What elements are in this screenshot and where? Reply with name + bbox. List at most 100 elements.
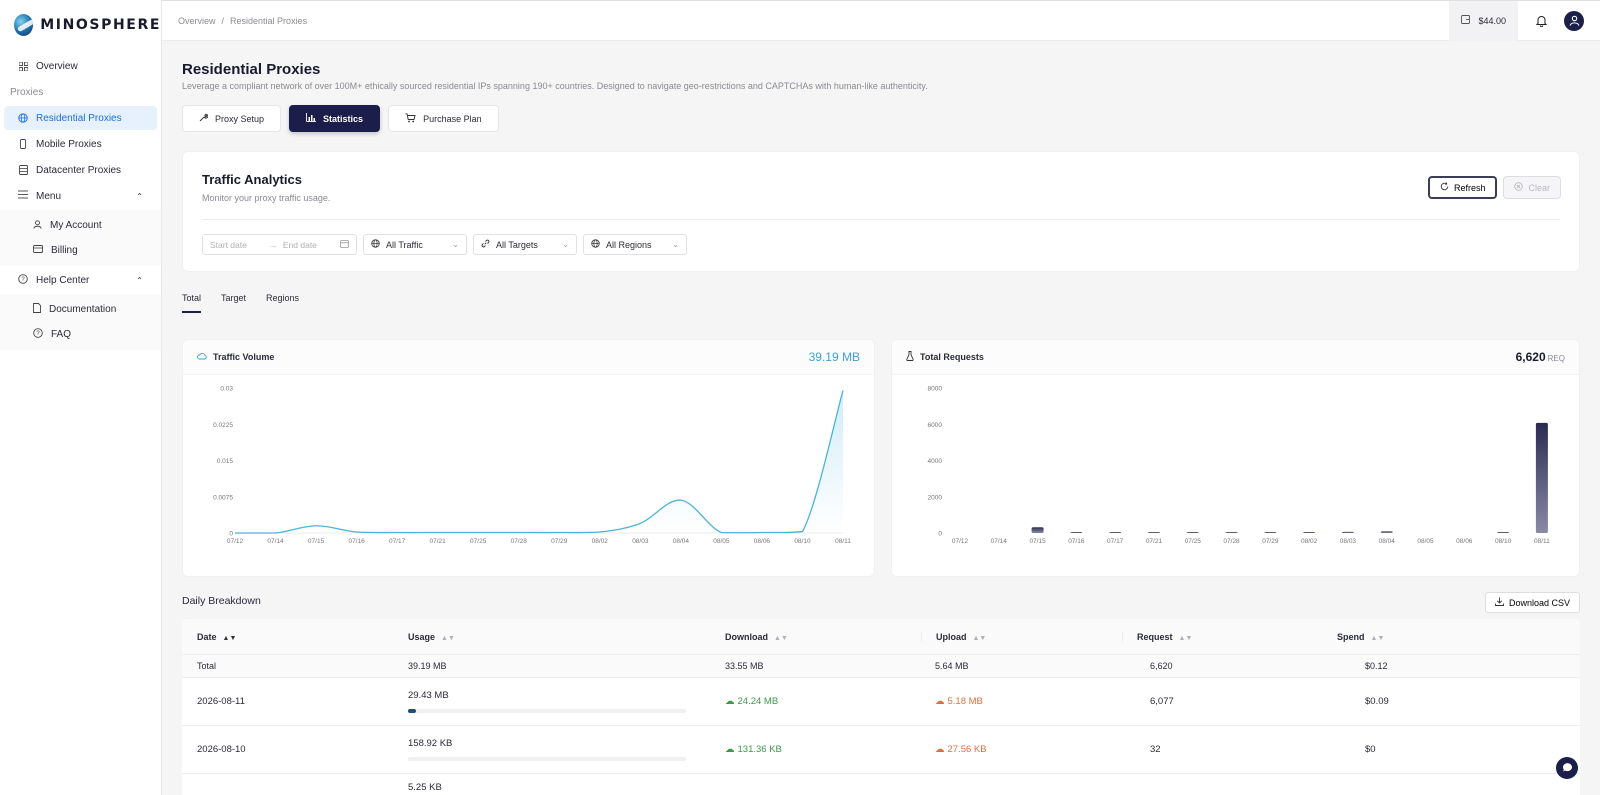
sidebar-item-mobile-proxies[interactable]: Mobile Proxies bbox=[4, 132, 157, 156]
cloud-upload-icon: ☁ bbox=[935, 696, 945, 707]
subtab-target[interactable]: Target bbox=[221, 293, 247, 303]
sidebar-item-overview[interactable]: Overview bbox=[4, 54, 157, 78]
subtab-total[interactable]: Total bbox=[182, 293, 202, 313]
x-tick-label: 07/12 bbox=[227, 538, 244, 545]
row-usage: 29.43 MB bbox=[398, 690, 720, 713]
sidebar-group-help-center[interactable]: ? Help Center ⌃ bbox=[4, 268, 157, 292]
sidebar-submenu-help: Documentation ? FAQ bbox=[0, 294, 161, 350]
divider bbox=[202, 219, 1560, 220]
request-bar bbox=[1341, 531, 1354, 533]
sidebar-item-billing[interactable]: Billing bbox=[4, 239, 157, 262]
page-tabs: Proxy Setup Statistics Purchase Plan bbox=[182, 105, 499, 132]
y-tick-label: 6000 bbox=[928, 422, 943, 429]
balance-display[interactable]: $44.00 bbox=[1449, 0, 1518, 41]
traffic-area bbox=[235, 390, 843, 533]
usage-progress-bar bbox=[408, 757, 686, 761]
subtab-regions[interactable]: Regions bbox=[266, 293, 300, 303]
row-upload: ☁ 27.56 KB bbox=[935, 744, 1150, 755]
y-tick-label: 0 bbox=[938, 531, 942, 538]
user-avatar[interactable] bbox=[1564, 10, 1584, 31]
column-label: Usage bbox=[408, 631, 436, 642]
table-row: 2026-08-10 158.92 KB ☁ 131.36 KB ☁ 27.56 K… bbox=[182, 726, 1580, 774]
column-header-upload[interactable]: Upload ▲▼ bbox=[921, 631, 1136, 642]
sidebar-item-residential-proxies[interactable]: Residential Proxies bbox=[4, 106, 157, 130]
total-download: 33.55 MB bbox=[725, 661, 764, 671]
download-icon bbox=[1495, 597, 1504, 608]
row-date: 2026-08-11 bbox=[197, 696, 245, 707]
tab-purchase-plan[interactable]: Purchase Plan bbox=[388, 105, 499, 132]
brand-logo[interactable]: MINOSPHERE bbox=[0, 0, 161, 50]
column-header-download[interactable]: Download ▲▼ bbox=[720, 632, 935, 642]
row-usage: 5.25 KB bbox=[408, 782, 442, 793]
filter-bar: Start date → End date All Traffic ⌄ All … bbox=[202, 234, 687, 255]
sidebar-item-faq[interactable]: ? FAQ bbox=[4, 323, 157, 346]
total-usage: 39.19 MB bbox=[408, 661, 447, 671]
sidebar-item-label: Datacenter Proxies bbox=[36, 164, 122, 176]
x-tick-label: 08/05 bbox=[713, 538, 730, 545]
chevron-down-icon: ⌄ bbox=[562, 240, 569, 249]
table-row: 2026-08-11 29.43 MB ☁ 24.24 MB ☁ 5.18 MB 6… bbox=[182, 678, 1580, 726]
usage-progress-fill bbox=[408, 709, 417, 713]
request-bar bbox=[1264, 532, 1277, 533]
tab-statistics[interactable]: Statistics bbox=[289, 105, 381, 132]
chevron-down-icon: ⌄ bbox=[672, 240, 679, 249]
upload-value: 27.56 KB bbox=[947, 744, 987, 755]
column-header-spend[interactable]: Spend ▲▼ bbox=[1337, 632, 1580, 642]
chat-icon bbox=[1562, 762, 1573, 775]
traffic-analytics-card: Traffic Analytics Monitor your proxy tra… bbox=[182, 151, 1580, 272]
sidebar-group-menu[interactable]: Menu ⌃ bbox=[4, 184, 157, 208]
daily-breakdown-table: Date ▲▼ Usage ▲▼ Download ▲▼ Upload ▲▼ Reque… bbox=[182, 619, 1580, 795]
cloud-download-icon: ☁ bbox=[725, 744, 735, 755]
bar-chart-icon bbox=[306, 113, 317, 124]
traffic-volume-label: Traffic Volume bbox=[213, 352, 275, 362]
x-tick-label: 07/29 bbox=[1262, 538, 1279, 545]
x-tick-label: 08/05 bbox=[1417, 538, 1434, 545]
x-tick-label: 08/04 bbox=[673, 538, 690, 545]
row-date: 2026-08-10 bbox=[197, 744, 246, 755]
x-tick-label: 07/28 bbox=[1223, 538, 1240, 545]
y-tick-label: 0.0075 bbox=[213, 494, 233, 501]
date-range-picker[interactable]: Start date → End date bbox=[202, 234, 357, 255]
breadcrumb: Overview / Residential Proxies bbox=[162, 16, 307, 26]
target-filter-select[interactable]: All Targets ⌄ bbox=[473, 234, 577, 255]
sidebar-item-my-account[interactable]: My Account bbox=[4, 214, 157, 237]
row-usage: 158.92 KB bbox=[398, 738, 720, 761]
sidebar-submenu-menu: My Account Billing bbox=[0, 210, 161, 266]
refresh-button[interactable]: Refresh bbox=[1427, 176, 1498, 199]
help-circle-icon: ? bbox=[18, 273, 28, 287]
x-tick-label: 08/02 bbox=[1301, 538, 1318, 545]
x-tick-label: 08/06 bbox=[1456, 538, 1473, 545]
x-tick-label: 07/15 bbox=[1029, 538, 1046, 545]
breadcrumb-current: Residential Proxies bbox=[230, 15, 308, 26]
row-spend: $0.09 bbox=[1365, 696, 1389, 707]
tab-proxy-setup[interactable]: Proxy Setup bbox=[182, 105, 282, 132]
start-date-input[interactable]: Start date bbox=[210, 239, 247, 250]
x-tick-label: 07/25 bbox=[1185, 538, 1202, 545]
end-date-input[interactable]: End date bbox=[282, 239, 317, 250]
download-csv-label: Download CSV bbox=[1508, 597, 1570, 608]
breadcrumb-overview[interactable]: Overview bbox=[178, 15, 216, 26]
sidebar-item-label: My Account bbox=[50, 220, 102, 231]
sidebar-item-documentation[interactable]: Documentation bbox=[4, 298, 157, 321]
chat-support-button[interactable] bbox=[1556, 757, 1578, 779]
download-csv-button[interactable]: Download CSV bbox=[1484, 592, 1580, 613]
region-filter-select[interactable]: All Regions ⌄ bbox=[583, 234, 687, 255]
x-tick-label: 08/03 bbox=[1340, 538, 1357, 545]
column-label: Request bbox=[1137, 631, 1173, 642]
x-tick-label: 08/06 bbox=[754, 538, 771, 545]
table-header-row: Date ▲▼ Usage ▲▼ Download ▲▼ Upload ▲▼ Reque… bbox=[182, 619, 1580, 655]
traffic-filter-select[interactable]: All Traffic ⌄ bbox=[363, 234, 467, 255]
globe-icon bbox=[371, 239, 380, 250]
sidebar-item-label: FAQ bbox=[51, 329, 72, 340]
column-header-usage[interactable]: Usage ▲▼ bbox=[398, 632, 720, 642]
sidebar-section-proxies: Proxies bbox=[10, 86, 44, 98]
globe-icon bbox=[591, 239, 600, 250]
clear-button[interactable]: Clear bbox=[1503, 176, 1561, 199]
column-label: Date bbox=[197, 631, 217, 642]
select-value: All Regions bbox=[606, 239, 652, 250]
sidebar-item-datacenter-proxies[interactable]: Datacenter Proxies bbox=[4, 158, 157, 182]
request-bar bbox=[1535, 422, 1548, 533]
notification-bell-icon[interactable] bbox=[1518, 15, 1564, 27]
column-header-date[interactable]: Date ▲▼ bbox=[182, 632, 398, 642]
column-header-request[interactable]: Request ▲▼ bbox=[1122, 631, 1337, 642]
